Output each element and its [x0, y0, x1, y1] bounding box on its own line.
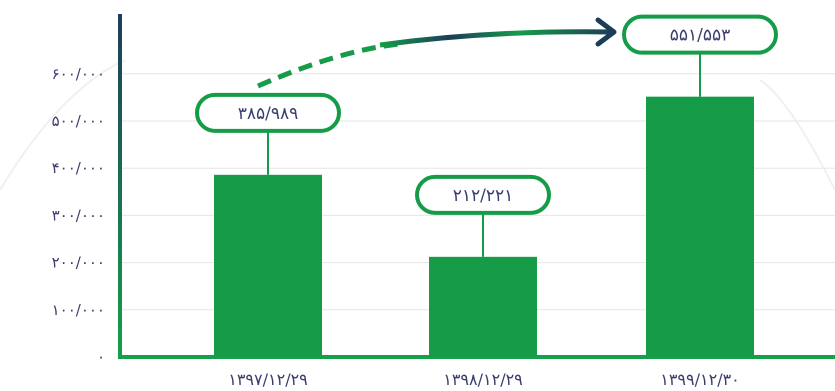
- y-tick-label: ۳۰۰/۰۰۰: [52, 206, 105, 224]
- bar: [214, 174, 322, 357]
- arrowhead-icon: [595, 17, 617, 47]
- y-tick-label: ۵۰۰/۰۰۰: [52, 112, 105, 130]
- x-tick-label: ۱۳۹۸/۱۲/۲۹: [443, 370, 523, 389]
- y-tick-label: ۰: [97, 348, 105, 366]
- data-labels: ۳۸۵/۹۸۹ ۲۱۲/۲۲۱ ۵۵۱/۵۵۳: [195, 14, 778, 215]
- x-tick-label: ۱۳۹۹/۱۲/۳۰: [660, 370, 740, 389]
- y-tick-labels: ۰ ۱۰۰/۰۰۰ ۲۰۰/۰۰۰ ۳۰۰/۰۰۰ ۴۰۰/۰۰۰ ۵۰۰/۰۰۰ ۶۰۰/…: [52, 65, 105, 366]
- data-label-text: ۲۱۲/۲۲۱: [453, 186, 514, 206]
- data-label: ۲۱۲/۲۲۱: [415, 174, 551, 215]
- bar: [429, 256, 537, 357]
- y-tick-label: ۴۰۰/۰۰۰: [52, 159, 105, 177]
- data-label-pill: [195, 92, 341, 133]
- x-tick-label: ۱۳۹۷/۱۲/۲۹: [228, 370, 308, 389]
- x-tick-labels: ۱۳۹۷/۱۲/۲۹ ۱۳۹۸/۱۲/۲۹ ۱۳۹۹/۱۲/۳۰: [228, 370, 740, 389]
- data-label-pill: [415, 174, 551, 215]
- background-decoration: [0, 59, 835, 191]
- data-label: ۳۸۵/۹۸۹: [195, 92, 341, 133]
- bar: [646, 96, 754, 357]
- data-label-text: ۵۵۱/۵۵۳: [670, 26, 731, 46]
- y-tick-label: ۱۰۰/۰۰۰: [52, 301, 105, 319]
- y-tick-label: ۲۰۰/۰۰۰: [52, 254, 105, 272]
- y-axis: [118, 14, 122, 359]
- bars: [214, 96, 754, 357]
- data-label-pill: [622, 14, 778, 55]
- data-label: ۵۵۱/۵۵۳: [622, 14, 778, 55]
- data-label-text: ۳۸۵/۹۸۹: [238, 104, 299, 124]
- label-connectors: [267, 52, 701, 257]
- growth-arrow: [256, 17, 617, 89]
- y-tick-label: ۶۰۰/۰۰۰: [52, 65, 105, 83]
